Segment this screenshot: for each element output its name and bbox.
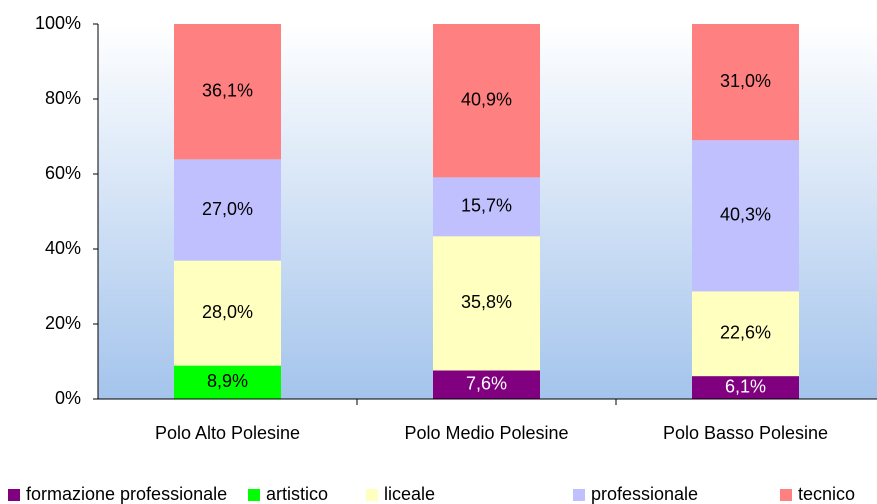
bar-segment [174, 365, 281, 399]
bar-segment [174, 260, 281, 366]
data-label: 15,7% [461, 196, 512, 216]
data-label: 36,1% [202, 80, 253, 100]
legend-label: formazione professionale [26, 484, 227, 504]
legend-label: professionale [591, 484, 698, 504]
legend-swatch [366, 489, 378, 501]
bar-segment [174, 159, 281, 261]
data-label: 27,0% [202, 199, 253, 219]
y-tick-label: 80% [45, 88, 81, 108]
y-tick-label: 20% [45, 313, 81, 333]
data-label: 40,9% [461, 89, 512, 109]
y-tick-label: 0% [55, 388, 81, 408]
data-label: 6,1% [725, 376, 766, 396]
x-tick-label: Polo Alto Polesine [155, 423, 300, 443]
data-label: 31,0% [720, 71, 771, 91]
data-label: 28,0% [202, 302, 253, 322]
bar-segment [433, 177, 540, 237]
legend-label: liceale [384, 484, 435, 504]
data-label: 40,3% [720, 205, 771, 225]
bar-segment [433, 24, 540, 178]
data-label: 35,8% [461, 292, 512, 312]
x-tick-label: Polo Basso Polesine [663, 423, 828, 443]
bar-segment [692, 24, 799, 141]
bar-segment [433, 370, 540, 399]
bar-segment [433, 236, 540, 371]
legend-swatch [8, 489, 20, 501]
y-tick-label: 60% [45, 163, 81, 183]
data-label: 8,9% [207, 371, 248, 391]
legend-swatch [248, 489, 260, 501]
y-tick-label: 100% [35, 13, 81, 33]
legend-label: artistico [266, 484, 328, 504]
y-tick-label: 40% [45, 238, 81, 258]
x-tick-label: Polo Medio Polesine [404, 423, 568, 443]
legend-label: tecnico [798, 484, 855, 504]
bar-segment [692, 376, 799, 399]
bar-segment [692, 140, 799, 292]
bar-segment [692, 291, 799, 377]
data-label: 22,6% [720, 323, 771, 343]
legend-swatch [573, 489, 585, 501]
bar-segment [174, 24, 281, 160]
data-label: 7,6% [466, 374, 507, 394]
legend-swatch [780, 489, 792, 501]
